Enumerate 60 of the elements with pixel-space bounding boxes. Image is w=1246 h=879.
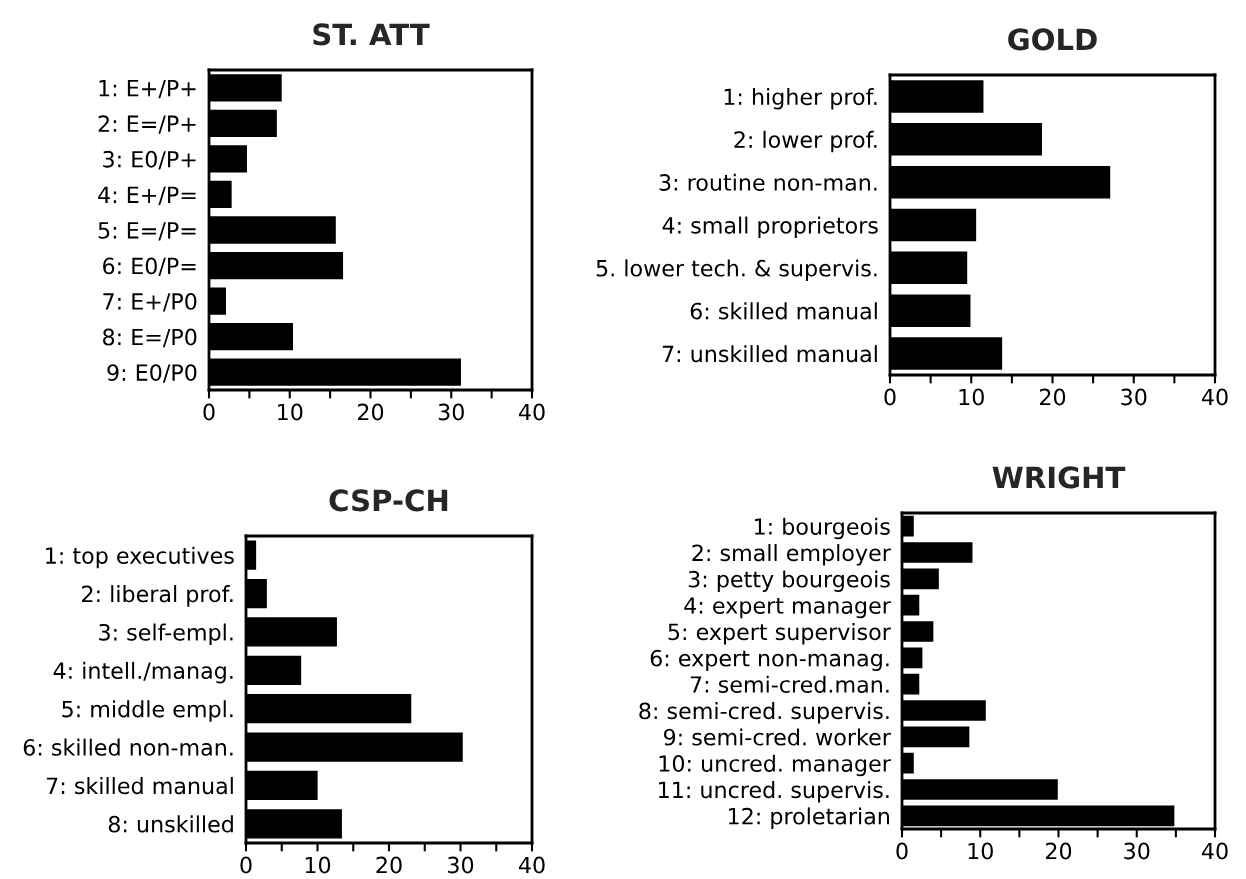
y-tick-label: 7: unskilled manual <box>662 345 877 363</box>
chart-title: WRIGHT <box>992 466 1126 489</box>
y-tick-label: 10: uncred. manager <box>659 754 891 777</box>
chart-title: ST. ATT <box>313 23 430 46</box>
y-tick-label: 4: intell./manag. <box>53 661 233 684</box>
y-tick-label: 6: expert non-manag. <box>650 649 889 671</box>
chart-title: CSP-CH <box>329 489 448 512</box>
x-tick-label: 40 <box>518 856 545 874</box>
y-tick-label: 4: E+/P= <box>98 186 196 205</box>
y-tick-label: 1: higher prof. <box>724 87 877 110</box>
x-tick-label: 30 <box>1121 388 1147 406</box>
y-tick-label: 3: petty bourgeois <box>688 570 890 592</box>
x-tick-label: 20 <box>1039 388 1066 406</box>
y-tick-label: 3: routine non-man. <box>659 173 877 191</box>
y-tick-label: 8: semi-cred. supervis. <box>639 702 889 724</box>
x-tick-label: 30 <box>1124 842 1150 860</box>
y-tick-label: 2: liberal prof. <box>82 585 233 607</box>
x-tick-label: 40 <box>518 403 545 421</box>
y-tick-label: 12: proletarian <box>728 807 889 829</box>
y-tick-label: 8: unskilled <box>108 815 233 833</box>
y-tick-label: 1: bourgeois <box>754 517 890 540</box>
y-tick-label: 5: expert supervisor <box>668 623 891 645</box>
x-tick-label: 0 <box>896 842 908 860</box>
y-tick-label: 1: top executives <box>46 546 234 569</box>
y-tick-label: 9: E0/P0 <box>107 364 197 383</box>
y-tick-label: 2: E=/P+ <box>98 115 196 134</box>
y-tick-label: 11: uncred. supervis. <box>659 781 889 803</box>
x-tick-label: 20 <box>357 403 384 421</box>
x-tick-label: 10 <box>968 842 993 860</box>
y-tick-label: 3: self-empl. <box>99 623 233 645</box>
x-tick-label: 10 <box>959 388 984 406</box>
y-tick-label: 7: skilled manual <box>46 776 233 795</box>
y-tick-label: 5: middle empl. <box>62 700 233 722</box>
x-tick-label: 0 <box>240 856 252 874</box>
y-tick-label: 5: E=/P= <box>98 222 196 241</box>
x-tick-label: 20 <box>1045 842 1072 860</box>
y-tick-label: 4: expert manager <box>684 597 891 619</box>
x-tick-label: 10 <box>305 856 331 874</box>
x-tick-label: 10 <box>278 403 303 421</box>
x-tick-label: 0 <box>884 388 896 406</box>
x-tick-label: 0 <box>203 403 215 421</box>
x-tick-label: 30 <box>438 403 464 421</box>
y-tick-label: 2: lower prof. <box>734 130 877 153</box>
x-tick-label: 30 <box>448 856 474 874</box>
y-tick-label: 1: E+/P+ <box>99 80 196 99</box>
y-tick-label: 9: semi-cred. worker <box>663 728 891 746</box>
y-tick-label: 2: small employer <box>692 544 891 566</box>
y-tick-label: 5. lower tech. & supervis. <box>596 259 877 281</box>
chart-title: GOLD <box>1008 28 1097 51</box>
y-tick-label: 8: E=/P0 <box>103 328 197 348</box>
x-tick-label: 40 <box>1201 842 1228 860</box>
x-tick-label: 20 <box>376 856 402 874</box>
y-tick-label: 6: skilled manual <box>690 302 877 320</box>
y-tick-label: 6: E0/P= <box>103 257 196 277</box>
y-tick-label: 4: small proprietors <box>662 216 878 239</box>
y-tick-label: 6: skilled non-man. <box>23 738 233 756</box>
y-tick-label: 7: semi-cred.man. <box>690 675 889 693</box>
x-tick-label: 40 <box>1201 388 1228 406</box>
y-tick-label: 3: E0/P+ <box>103 150 196 170</box>
y-tick-label: 7: E+/P0 <box>103 293 197 312</box>
